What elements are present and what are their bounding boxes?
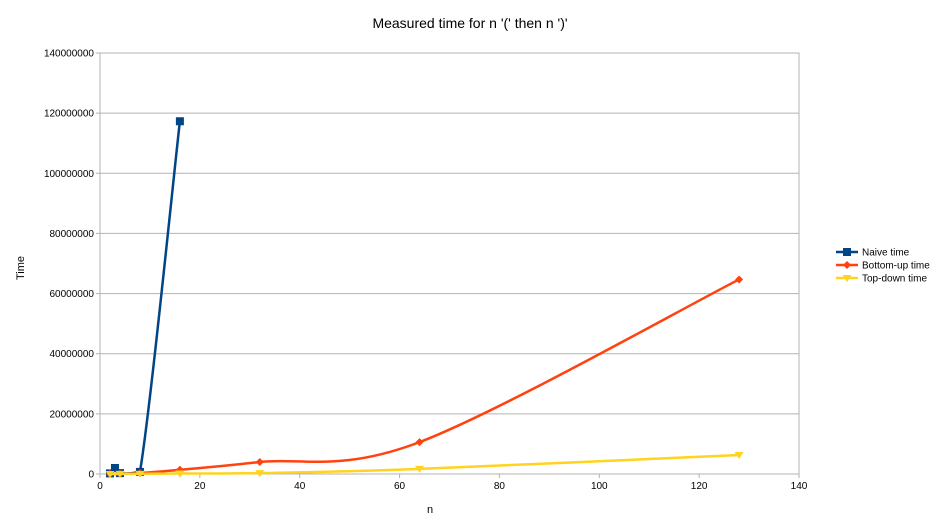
series-line xyxy=(109,278,740,476)
x-tick-label: 0 xyxy=(97,481,103,492)
grid xyxy=(100,52,799,475)
data-point xyxy=(110,463,119,472)
data-point xyxy=(115,470,125,478)
chart-title: Measured time for n '(' then n ')' xyxy=(372,15,567,31)
series-group xyxy=(105,117,744,478)
x-tick-label: 140 xyxy=(791,481,808,492)
y-tick-label: 140000000 xyxy=(44,49,94,60)
data-point xyxy=(415,438,424,447)
data-point xyxy=(255,470,265,478)
y-axis-ticks: 0 20000000 40000000 60000000 80000000 1000000… xyxy=(44,49,100,481)
legend-item: Top-down time xyxy=(836,274,927,285)
x-tick-label: 60 xyxy=(394,481,406,492)
x-tick-label: 40 xyxy=(294,481,306,492)
legend-label: Naive time xyxy=(862,248,910,259)
y-tick-label: 120000000 xyxy=(44,109,94,120)
data-point xyxy=(255,457,264,466)
data-point xyxy=(135,470,145,478)
x-tick-label: 80 xyxy=(494,481,506,492)
legend-item: Naive time xyxy=(836,248,910,259)
x-axis-label: n xyxy=(427,504,433,516)
x-tick-label: 120 xyxy=(691,481,708,492)
legend: Naive time Bottom-up time Top-down time xyxy=(836,248,930,285)
x-tick-label: 20 xyxy=(194,481,206,492)
data-point xyxy=(735,275,744,284)
legend-label: Bottom-up time xyxy=(862,261,930,272)
x-axis-ticks: 0 20 40 60 80 100 120 140 xyxy=(97,474,808,492)
data-point xyxy=(734,452,744,460)
legend-item: Bottom-up time xyxy=(836,261,930,272)
y-tick-label: 100000000 xyxy=(44,169,94,180)
legend-marker xyxy=(842,275,852,282)
legend-marker xyxy=(843,261,851,269)
series-0 xyxy=(105,117,184,478)
data-point xyxy=(175,117,184,126)
y-tick-label: 40000000 xyxy=(50,349,95,360)
y-axis-label: Time xyxy=(15,256,27,280)
plot-area xyxy=(99,52,800,475)
series-1 xyxy=(105,275,744,478)
data-point xyxy=(175,470,185,478)
x-tick-label: 100 xyxy=(591,481,608,492)
y-tick-label: 80000000 xyxy=(50,229,95,240)
data-point xyxy=(105,470,115,478)
data-point xyxy=(415,465,425,473)
legend-marker xyxy=(843,248,851,256)
legend-label: Top-down time xyxy=(862,274,927,285)
series-line xyxy=(109,453,740,476)
y-tick-label: 0 xyxy=(88,470,94,481)
series-2 xyxy=(105,452,744,478)
y-tick-label: 20000000 xyxy=(50,409,95,420)
y-tick-label: 60000000 xyxy=(50,289,95,300)
series-line xyxy=(109,121,182,475)
